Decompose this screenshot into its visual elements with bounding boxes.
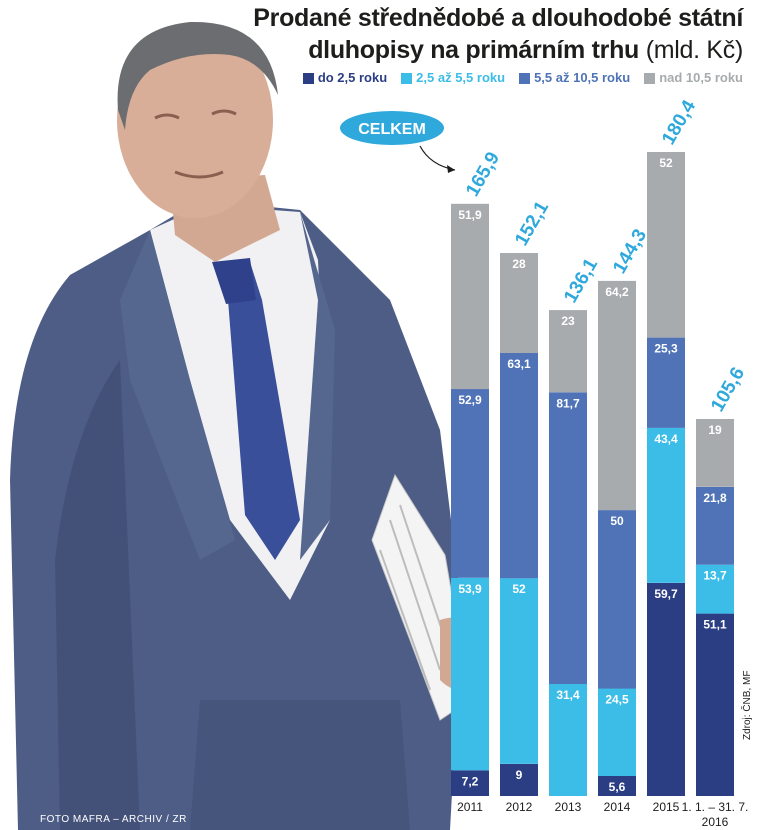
category-label-0: 2011 bbox=[457, 800, 483, 814]
bar-segment-2-1 bbox=[500, 578, 538, 764]
data-label-1-0: 7,2 bbox=[462, 774, 479, 788]
face-features bbox=[154, 109, 237, 179]
category-label-3: 2014 bbox=[604, 800, 631, 814]
data-label-1-5: 51,1 bbox=[703, 618, 727, 632]
legend-swatch-s3 bbox=[519, 72, 531, 84]
data-label-4-4: 52 bbox=[659, 156, 673, 170]
bar-segment-4-4 bbox=[647, 152, 685, 338]
bar-segment-4-2 bbox=[549, 310, 587, 393]
legend-swatch-s1 bbox=[302, 72, 314, 84]
callout-arrow-head bbox=[447, 165, 455, 173]
bar-segment-3-5 bbox=[696, 486, 734, 565]
total-label-4: 180,4 bbox=[658, 96, 700, 148]
category-label-2: 2013 bbox=[555, 800, 582, 814]
tie-knot bbox=[212, 258, 256, 304]
bar-segment-3-4 bbox=[647, 337, 685, 428]
data-label-3-0: 52,9 bbox=[458, 393, 482, 407]
bar-segment-1-4 bbox=[647, 582, 685, 796]
bar-segment-4-5 bbox=[696, 419, 734, 487]
bar-segment-1-3 bbox=[598, 776, 636, 796]
category-label-4: 2015 bbox=[653, 800, 680, 814]
data-label-2-3: 24,5 bbox=[605, 693, 629, 707]
legend-item-s2: 2,5 až 5,5 roku bbox=[401, 70, 505, 86]
data-label-4-1: 28 bbox=[512, 257, 526, 271]
chart-title-text: Prodané střednědobé a dlouhodobé státní … bbox=[253, 4, 743, 64]
category-label-5: 1. 1. – 31. 7. bbox=[682, 800, 749, 814]
bar-segment-1-1 bbox=[500, 763, 538, 796]
data-label-1-1: 9 bbox=[516, 768, 523, 782]
legend-swatch-s2 bbox=[401, 72, 413, 84]
legend-label-s3: 5,5 až 10,5 roku bbox=[534, 70, 631, 85]
legend-item-s4: nad 10,5 roku bbox=[644, 70, 743, 86]
bar-segment-2-0 bbox=[451, 577, 489, 771]
head bbox=[117, 22, 273, 218]
legend-label-s4: nad 10,5 roku bbox=[659, 70, 743, 85]
data-label-1-3: 5,6 bbox=[609, 780, 626, 794]
bar-segment-2-5 bbox=[696, 564, 734, 614]
data-label-4-2: 23 bbox=[561, 314, 575, 328]
total-label-2: 136,1 bbox=[560, 255, 602, 307]
legend-label-s2: 2,5 až 5,5 roku bbox=[416, 70, 506, 85]
bar-segment-1-0 bbox=[451, 770, 489, 796]
legend-label-s1: do 2,5 roku bbox=[317, 70, 388, 85]
legend-item-s3: 5,5 až 10,5 roku bbox=[519, 70, 630, 86]
bar-segment-2-2 bbox=[549, 683, 587, 796]
tie bbox=[215, 262, 300, 560]
total-label-3: 144,3 bbox=[609, 226, 651, 278]
category-label-1: 2012 bbox=[506, 800, 533, 814]
data-label-2-5: 13,7 bbox=[703, 569, 727, 583]
bar-segment-2-4 bbox=[647, 427, 685, 583]
bar-segment-2-3 bbox=[598, 688, 636, 776]
jacket-shading bbox=[55, 360, 140, 830]
bar-segment-4-3 bbox=[598, 280, 636, 511]
bar-segment-3-3 bbox=[598, 510, 636, 689]
data-label-3-1: 63,1 bbox=[507, 357, 531, 371]
data-label-3-5: 21,8 bbox=[703, 491, 727, 505]
chart-title-unit: (mld. Kč) bbox=[645, 36, 744, 64]
total-label-5: 105,6 bbox=[707, 364, 749, 416]
trousers bbox=[190, 700, 410, 830]
callout-text: CELKEM bbox=[358, 121, 426, 138]
chart-title: Prodané střednědobé a dlouhodobé státní … bbox=[143, 2, 743, 66]
data-label-2-0: 53,9 bbox=[458, 582, 482, 596]
bar-segment-4-1 bbox=[500, 253, 538, 353]
data-label-3-3: 50 bbox=[610, 514, 624, 528]
callout-arrow-line bbox=[419, 145, 456, 171]
legend-item-s1: do 2,5 roku bbox=[302, 70, 388, 86]
bar-segment-3-1 bbox=[500, 353, 538, 579]
source-note: Zdroj: ČNB, MF bbox=[742, 670, 753, 740]
data-label-3-2: 81,7 bbox=[556, 396, 580, 410]
photo-credit: FOTO MAFRA – ARCHIV / ZR bbox=[40, 814, 187, 825]
total-label-1: 152,1 bbox=[511, 197, 553, 249]
callout-bubble bbox=[340, 111, 444, 145]
bar-segment-3-2 bbox=[549, 392, 587, 684]
data-label-1-4: 59,7 bbox=[654, 587, 678, 601]
total-label-0: 165,9 bbox=[462, 149, 504, 201]
lapel-left bbox=[120, 230, 235, 560]
data-label-4-0: 51,9 bbox=[458, 208, 482, 222]
category-label-year-5: 2016 bbox=[702, 815, 729, 829]
data-label-2-2: 31,4 bbox=[556, 688, 580, 702]
data-label-4-5: 19 bbox=[708, 423, 722, 437]
bar-segment-3-0 bbox=[451, 389, 489, 578]
legend-swatch-s4 bbox=[644, 72, 656, 84]
bar-segment-4-0 bbox=[451, 203, 489, 390]
data-label-2-4: 43,4 bbox=[654, 432, 678, 446]
data-label-3-4: 25,3 bbox=[654, 342, 678, 356]
legend: do 2,5 roku 2,5 až 5,5 roku 5,5 až 10,5 … bbox=[302, 70, 743, 86]
lapel-right bbox=[300, 212, 335, 560]
data-label-2-1: 52 bbox=[512, 582, 526, 596]
data-label-4-3: 64,2 bbox=[605, 285, 629, 299]
hair bbox=[117, 21, 278, 130]
bar-segment-1-5 bbox=[696, 613, 734, 796]
